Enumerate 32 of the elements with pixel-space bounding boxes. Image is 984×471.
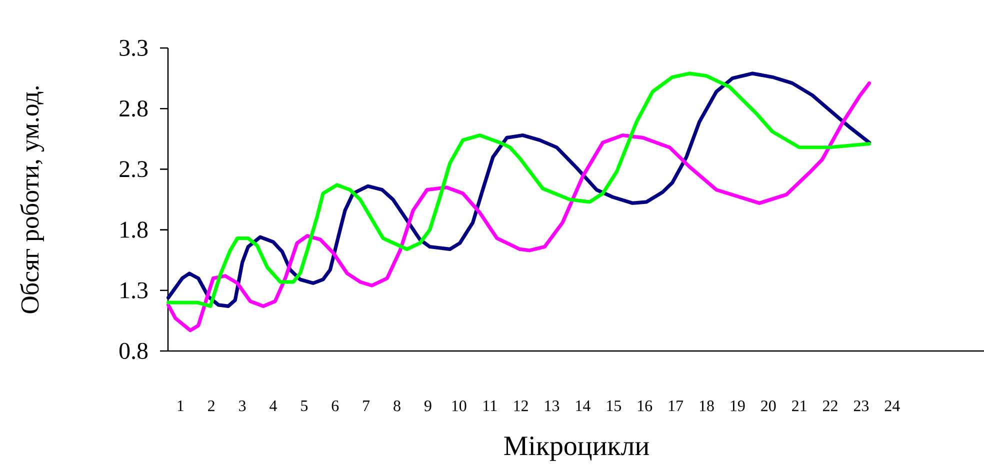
x-tick-label: 9 (424, 400, 432, 412)
x-tick-label: 19 (730, 400, 745, 412)
x-tick-label: 1 (178, 400, 184, 412)
x-tick-label: 17 (668, 400, 684, 412)
x-tick-label: 11 (484, 400, 497, 412)
x-tick-label: 16 (638, 400, 652, 412)
x-tick-label: 22 (823, 400, 838, 412)
x-tick-label: 7 (363, 400, 370, 411)
x-tick-label: 4 (270, 400, 277, 412)
x-axis-title: Мікроцикли (504, 436, 649, 461)
x-tick-label: 5 (301, 400, 308, 412)
y-tick-label: 2.8 (120, 100, 148, 117)
y-tick-label: 1.8 (120, 222, 148, 238)
y-tick-label: 1.3 (120, 282, 148, 298)
x-tick-label: 15 (607, 400, 621, 412)
x-tick-label: 12 (514, 400, 528, 412)
x-tick-label: 14 (576, 400, 590, 412)
x-tick-label: 13 (545, 400, 560, 412)
x-tick-label: 18 (700, 400, 714, 412)
y-tick-label: 2.3 (120, 161, 148, 178)
x-tick-label: 21 (792, 400, 806, 412)
x-tick-label: 3 (239, 400, 246, 412)
x-tick-label: 23 (854, 400, 869, 412)
x-tick-label: 2 (208, 400, 214, 412)
x-tick-label: 6 (332, 400, 339, 412)
y-axis-title: Обсяг роботи, ум.од. (20, 86, 44, 314)
x-tick-label: 20 (761, 400, 776, 412)
x-tick-label: 24 (884, 400, 900, 412)
x-tick-label: 8 (394, 400, 400, 412)
y-tick-label: 3.3 (120, 40, 148, 56)
y-tick-label: 0.8 (119, 342, 148, 360)
x-tick-label: 10 (452, 400, 466, 412)
